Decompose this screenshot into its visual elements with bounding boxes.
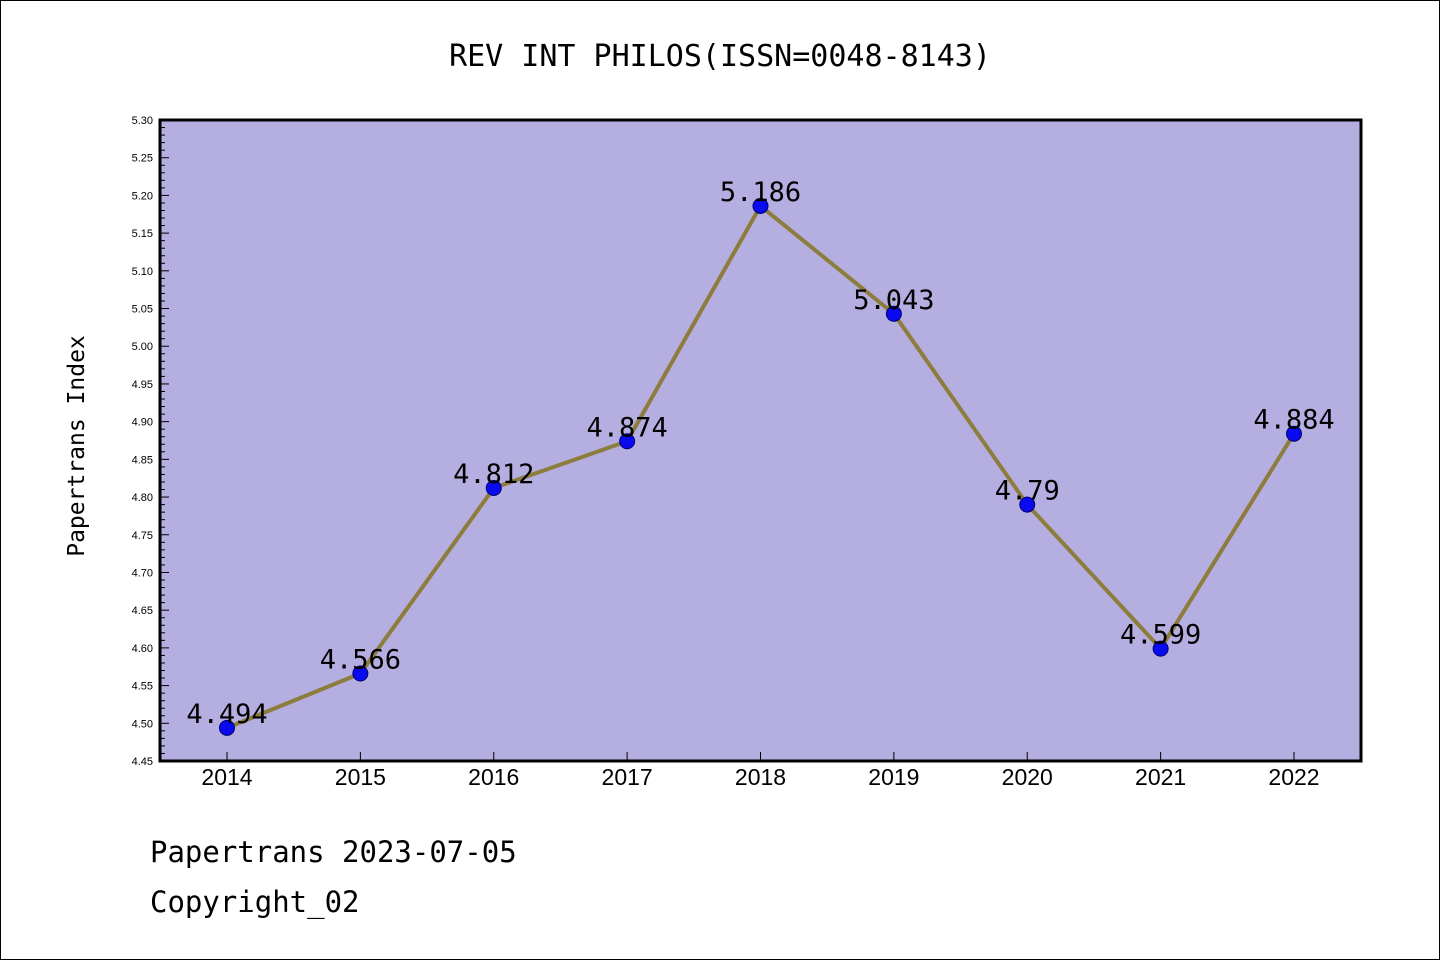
data-point-2017 (619, 433, 636, 450)
plot-border (158, 118, 1363, 763)
x-tick-label: 2017 (602, 764, 653, 790)
y-tick-label: 4.65 (132, 605, 153, 617)
y-tick-label: 4.70 (132, 567, 153, 579)
data-label-2015: 4.566 (320, 645, 401, 676)
data-label-2021: 4.599 (1120, 620, 1201, 651)
data-point-2016 (485, 480, 502, 497)
y-tick-label: 5.00 (132, 341, 153, 353)
y-tick-label: 4.50 (132, 718, 153, 730)
data-point-2015 (352, 665, 369, 682)
y-tick-label: 4.45 (132, 756, 153, 768)
footer-copyright: Copyright_02 (150, 885, 360, 919)
data-label-2014: 4.494 (186, 699, 267, 730)
x-tick-label: 2022 (1268, 764, 1319, 790)
x-tick-label: 2018 (735, 764, 786, 790)
y-tick-label: 5.20 (132, 190, 153, 202)
x-tick-label: 2015 (335, 764, 386, 790)
y-tick-label: 5.25 (132, 153, 153, 165)
data-label-2018: 5.186 (720, 177, 801, 208)
y-tick-label: 4.95 (132, 379, 153, 391)
y-tick-label: 5.15 (132, 228, 153, 240)
data-point-2020 (1019, 496, 1036, 513)
y-tick-label: 5.10 (132, 266, 153, 278)
y-axis-label: Papertrans Index (64, 335, 90, 557)
y-tick-label: 4.80 (132, 492, 153, 504)
chart-title: REV INT PHILOS(ISSN=0048-8143) (449, 39, 991, 74)
x-tick-label: 2019 (868, 764, 919, 790)
x-tick-label: 2021 (1135, 764, 1186, 790)
y-tick-label: 4.75 (132, 530, 153, 542)
x-tick-label: 2020 (1002, 764, 1053, 790)
y-tick-label: 4.85 (132, 454, 153, 466)
data-point-2021 (1152, 640, 1169, 657)
y-tick-label: 5.30 (132, 115, 153, 127)
x-tick-label: 2014 (201, 764, 252, 790)
data-label-2019: 5.043 (853, 285, 934, 316)
data-label-2020: 4.79 (995, 476, 1060, 507)
data-label-2017: 4.874 (586, 412, 667, 443)
data-point-2022 (1286, 425, 1302, 442)
y-tick-label: 4.55 (132, 681, 153, 693)
data-point-2018 (752, 197, 769, 214)
footer-date: Papertrans 2023-07-05 (150, 835, 517, 869)
data-label-2022: 4.884 (1253, 405, 1334, 436)
data-point-2014 (219, 719, 235, 736)
data-label-2016: 4.812 (453, 459, 534, 490)
y-tick-label: 5.05 (132, 304, 153, 316)
x-tick-label: 2016 (468, 764, 519, 790)
y-tick-label: 4.60 (132, 643, 153, 655)
y-tick-label: 4.90 (132, 417, 153, 429)
data-point-2019 (885, 305, 902, 322)
